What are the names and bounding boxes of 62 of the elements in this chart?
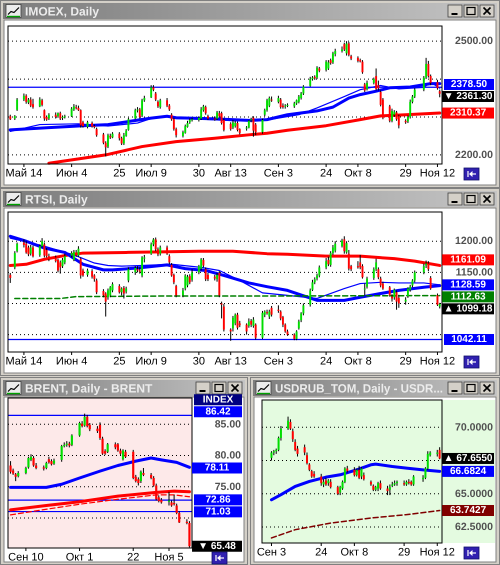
x-tick-label: 30	[192, 356, 205, 368]
x-tick-label: Ноя 5	[154, 552, 184, 564]
ref-line-label: 1042.11	[451, 334, 488, 345]
y-tick-label: 75.00	[214, 480, 242, 493]
x-tick-label: 24	[320, 168, 332, 180]
y-tick-label: 65.0000	[455, 488, 494, 500]
ref-line-label: 86.42	[205, 406, 231, 418]
annotation: ▼ 2361.30	[444, 90, 493, 102]
chart-title: USDRUB_TOM, Daily - USDR...	[275, 382, 450, 396]
x-tick-label: 29	[400, 356, 412, 368]
y-tick-label: 2200.00	[455, 148, 494, 161]
x-tick-label: Июл 9	[135, 168, 167, 180]
y-tick-label: 2500.00	[455, 35, 494, 48]
x-tick-label: Сен 3	[264, 168, 294, 180]
x-tick-label: Ноя 12	[420, 546, 455, 558]
x-tick-label: Ноя 12	[420, 168, 456, 180]
data-label: 63.7427	[450, 505, 487, 516]
y-tick-label: 85.00	[214, 418, 242, 430]
annotation: ▲ 1099.18	[444, 303, 493, 314]
x-tick-label: Сен 10	[8, 552, 44, 564]
ref-line-label: 71.03	[205, 506, 231, 518]
x-tick-label: 25	[113, 356, 126, 368]
annotation: ▼ 65.48	[198, 540, 236, 552]
x-tick-label: Ноя 12	[420, 356, 456, 368]
chart-title: BRENT, Daily - BRENT	[25, 382, 154, 396]
x-tick-label: Окт 8	[344, 356, 372, 368]
x-tick-label: 30	[192, 168, 205, 180]
y-tick-label: 1150.00	[456, 266, 494, 278]
x-tick-label: Май 14	[5, 168, 42, 180]
data-label: 1112.63	[450, 291, 486, 302]
x-tick-label: Окт 1	[66, 552, 94, 564]
x-tick-label: Май 14	[5, 356, 42, 368]
x-tick-label: Июн 4	[56, 168, 88, 180]
x-tick-label: Авг 13	[214, 356, 247, 368]
x-tick-label: 22	[127, 552, 140, 564]
data-label: 1161.09	[450, 254, 486, 266]
x-tick-label: Сен 3	[264, 356, 294, 368]
x-tick-label: 29	[398, 546, 410, 558]
y-tick-label: 1200.00	[455, 235, 494, 248]
y-tick-label: 62.5000	[455, 521, 494, 534]
x-tick-label: 24	[320, 356, 332, 368]
chart-title: IMOEX, Daily	[25, 4, 100, 18]
x-tick-label: 25	[113, 168, 126, 180]
data-label: 66.6824	[450, 466, 487, 477]
x-tick-label: 24	[315, 546, 328, 558]
x-tick-label: Авг 13	[214, 168, 247, 180]
ref-line-label: 2378.50	[450, 78, 488, 90]
x-tick-label: 29	[400, 168, 412, 180]
x-tick-label: Окт 8	[340, 546, 368, 558]
x-tick-label: Июл 9	[135, 356, 167, 368]
data-label: 78.11	[204, 462, 230, 474]
data-label: 1128.59	[450, 279, 486, 290]
chart-title: RTSI, Daily	[25, 192, 88, 206]
x-tick-label: Июн 4	[56, 356, 88, 368]
ref-line-label: 72.86	[205, 494, 231, 506]
annotation: ▲ 67.6550	[444, 452, 493, 464]
x-tick-label: Сен 3	[256, 546, 286, 558]
x-tick-label: Окт 8	[344, 168, 372, 180]
text: INDEX	[202, 394, 234, 406]
y-tick-label: 70.0000	[455, 421, 494, 434]
y-tick-label: 80.00	[214, 450, 242, 462]
data-label: 2310.37	[450, 108, 487, 119]
